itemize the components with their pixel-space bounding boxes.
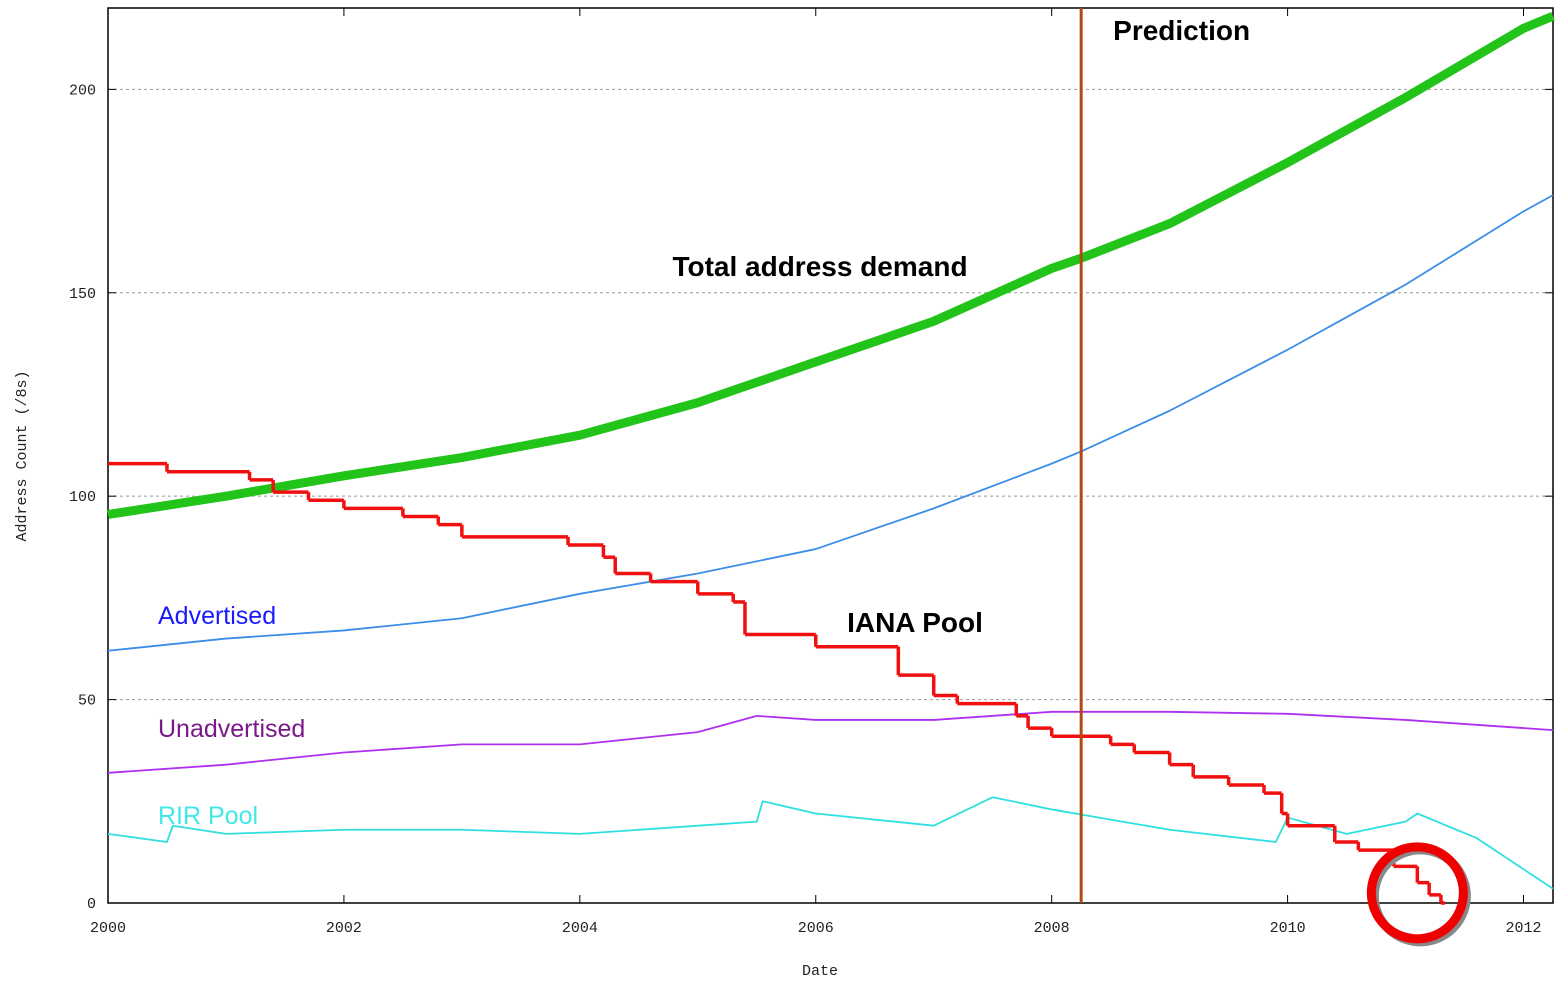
highlight-circle	[1366, 842, 1468, 944]
series-label: RIR Pool	[158, 802, 258, 830]
y-axis-label: Address Count (/8s)	[14, 370, 31, 541]
y-tick-label: 50	[78, 693, 96, 710]
x-axis-label: Date	[802, 963, 838, 980]
plot-frame	[107, 7, 1554, 904]
x-tick-label: 2004	[562, 920, 598, 937]
y-tick-label: 200	[69, 82, 96, 99]
y-tick-label: 150	[69, 286, 96, 303]
x-tick-label: 2010	[1270, 920, 1306, 937]
y-tick-label: 0	[87, 896, 96, 913]
series-line	[107, 796, 1554, 890]
x-tick-label: 2012	[1506, 920, 1542, 937]
series-label: Total address demand	[672, 251, 967, 282]
x-tick-label: 2008	[1034, 920, 1070, 937]
series-line	[107, 11, 1555, 519]
y-tick-label: 100	[69, 489, 96, 506]
x-tick-label: 2000	[90, 920, 126, 937]
series-line	[107, 710, 1554, 774]
series-label: Unadvertised	[158, 715, 305, 743]
x-tick-label: 2006	[798, 920, 834, 937]
series-label: Advertised	[158, 602, 276, 630]
x-tick-label: 2002	[326, 920, 362, 937]
prediction-label: Prediction	[1113, 15, 1250, 46]
series-label: IANA Pool	[847, 607, 983, 638]
series-line	[107, 194, 1554, 652]
